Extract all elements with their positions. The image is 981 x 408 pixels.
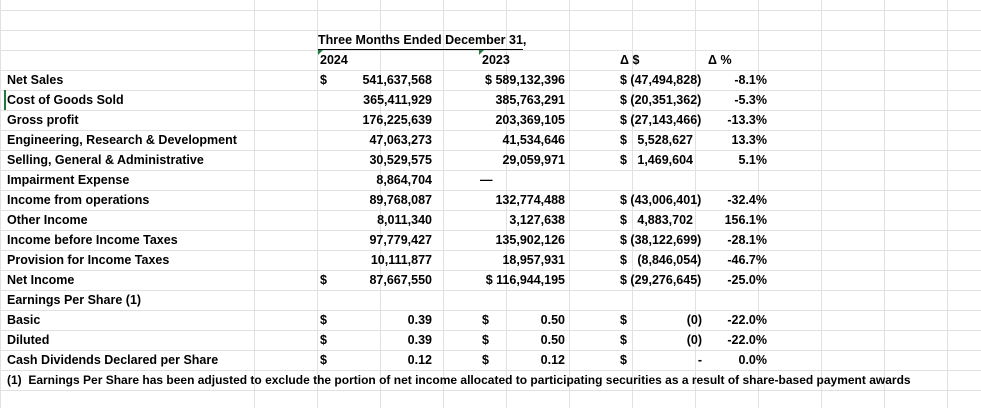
active-cell-indicator[interactable]	[4, 90, 6, 110]
row-label[interactable]: Engineering, Research & Development	[7, 133, 237, 147]
row-label[interactable]: Net Income	[7, 273, 75, 287]
currency-symbol: $	[620, 353, 627, 367]
error-triangle-icon	[479, 50, 484, 55]
percent-value[interactable]: -28.1%	[727, 233, 767, 247]
delta-value[interactable]: $ 4,883,702	[620, 213, 693, 227]
currency-symbol: $	[320, 313, 327, 327]
error-triangle-icon	[318, 50, 323, 55]
current-value[interactable]: 0.39	[407, 333, 432, 347]
current-value[interactable]: 541,637,568	[362, 73, 432, 87]
prior-value[interactable]: $ 116,944,195	[485, 273, 565, 287]
currency-symbol: $	[482, 353, 489, 367]
row-label[interactable]: Net Sales	[7, 73, 64, 87]
row-label[interactable]: Income before Income Taxes	[7, 233, 178, 247]
prior-value[interactable]: 0.50	[540, 333, 565, 347]
year-prior-heading[interactable]: 2023	[482, 53, 510, 67]
percent-value[interactable]: -32.4%	[727, 193, 767, 207]
currency-symbol: $	[320, 353, 327, 367]
percent-value[interactable]: 5.1%	[738, 153, 768, 167]
prior-value[interactable]: 0.50	[540, 313, 565, 327]
delta-value[interactable]: $ (8,846,054)	[620, 253, 702, 267]
delta-value[interactable]: (0)	[686, 333, 702, 347]
delta-value[interactable]: $ (38,122,699)	[620, 233, 702, 247]
row-label[interactable]: Cash Dividends Declared per Share	[7, 353, 219, 367]
percent-value[interactable]: -5.3%	[734, 93, 767, 107]
row-label[interactable]: Provision for Income Taxes	[7, 253, 170, 267]
delta-value[interactable]: $ (43,006,401)	[620, 193, 702, 207]
currency-symbol: $	[620, 333, 627, 347]
current-value[interactable]: 87,667,550	[369, 273, 432, 287]
current-value[interactable]: 10,111,877	[370, 253, 432, 267]
row-label[interactable]: Cost of Goods Sold	[7, 93, 124, 107]
row-label[interactable]: Diluted	[7, 333, 50, 347]
percent-value[interactable]: -13.3%	[727, 113, 767, 127]
prior-value[interactable]: $ 589,132,396	[485, 73, 565, 87]
row-label[interactable]: Income from operations	[7, 193, 150, 207]
delta-percent-heading[interactable]: Δ %	[708, 53, 732, 67]
delta-dollar-heading[interactable]: Δ $	[620, 53, 640, 67]
current-value[interactable]: 47,063,273	[369, 133, 432, 147]
currency-symbol: $	[482, 313, 489, 327]
prior-value[interactable]: 29,059,971	[502, 153, 565, 167]
current-value[interactable]: 0.12	[407, 353, 432, 367]
period-underline	[318, 49, 523, 50]
footnote[interactable]: (1) Earnings Per Share has been adjusted…	[7, 373, 911, 387]
prior-value[interactable]: 41,534,646	[502, 133, 565, 147]
current-value[interactable]: 0.39	[407, 313, 432, 327]
percent-value[interactable]: -25.0%	[727, 273, 767, 287]
prior-value[interactable]: 0.12	[540, 353, 565, 367]
current-value[interactable]: 365,411,929	[363, 93, 432, 107]
percent-value[interactable]: 13.3%	[731, 133, 767, 147]
prior-value[interactable]: 385,763,291	[495, 93, 565, 107]
delta-value[interactable]: $ (29,276,645)	[620, 273, 702, 287]
current-value[interactable]: 8,864,704	[376, 173, 432, 187]
current-value[interactable]: 30,529,575	[369, 153, 432, 167]
delta-value[interactable]: $ (47,494,828)	[620, 73, 702, 87]
currency-symbol: $	[320, 333, 327, 347]
percent-value[interactable]: 0.0%	[738, 353, 768, 367]
row-label[interactable]: Selling, General & Administrative	[7, 153, 204, 167]
prior-value[interactable]: 132,774,488	[495, 193, 565, 207]
prior-value[interactable]: 203,369,105	[495, 113, 565, 127]
percent-value[interactable]: -22.0%	[727, 313, 767, 327]
delta-value[interactable]: $ (27,143,466)	[620, 113, 702, 127]
eps-section-title[interactable]: Earnings Per Share (1)	[7, 293, 142, 307]
percent-value[interactable]: -46.7%	[727, 253, 767, 267]
row-label[interactable]: Gross profit	[7, 113, 79, 127]
prior-value[interactable]: —	[480, 173, 493, 187]
period-heading[interactable]: Three Months Ended December 31,	[318, 33, 527, 47]
row-label[interactable]: Other Income	[7, 213, 88, 227]
row-label[interactable]: Impairment Expense	[7, 173, 130, 187]
currency-symbol: $	[320, 73, 327, 87]
current-value[interactable]: 8,011,340	[377, 213, 432, 227]
current-value[interactable]: 176,225,639	[362, 113, 432, 127]
percent-value[interactable]: -8.1%	[734, 73, 767, 87]
delta-value[interactable]: (0)	[686, 313, 702, 327]
currency-symbol: $	[320, 273, 327, 287]
currency-symbol: $	[620, 313, 627, 327]
currency-symbol: $	[482, 333, 489, 347]
prior-value[interactable]: 135,902,126	[495, 233, 565, 247]
year-current-heading[interactable]: 2024	[320, 53, 348, 67]
prior-value[interactable]: 3,127,638	[509, 213, 565, 227]
delta-value[interactable]: $ 5,528,627	[620, 133, 693, 147]
delta-value[interactable]: -	[697, 353, 702, 367]
current-value[interactable]: 89,768,087	[369, 193, 432, 207]
current-value[interactable]: 97,779,427	[369, 233, 432, 247]
delta-value[interactable]: $ (20,351,362)	[620, 93, 702, 107]
prior-value[interactable]: 18,957,931	[502, 253, 565, 267]
percent-value[interactable]: 156.1%	[724, 213, 767, 227]
percent-value[interactable]: -22.0%	[727, 333, 767, 347]
row-label[interactable]: Basic	[7, 313, 41, 327]
delta-value[interactable]: $ 1,469,604	[620, 153, 693, 167]
